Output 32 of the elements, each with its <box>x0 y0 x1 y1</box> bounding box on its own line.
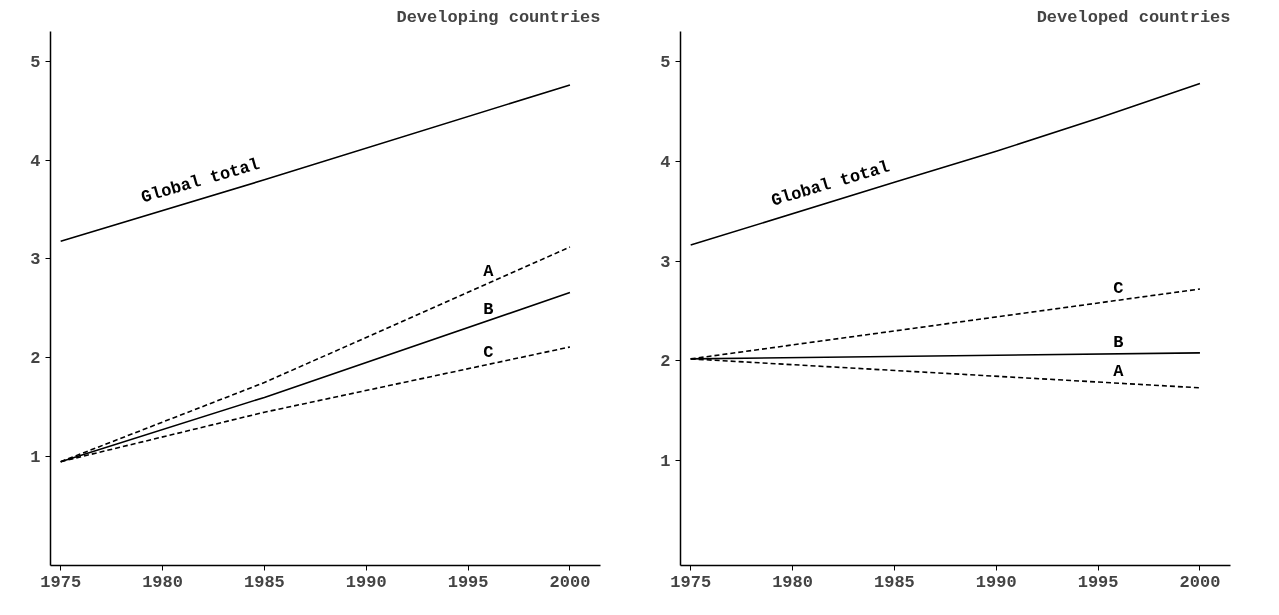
y-tick-label: 4 <box>30 151 41 171</box>
x-tick-label: 1980 <box>772 572 813 592</box>
chart-title: Developing countries <box>396 7 601 27</box>
text: Global total <box>139 154 263 208</box>
y-tick-label: 1 <box>660 452 671 472</box>
x-tick-label: 1990 <box>345 572 387 592</box>
x-tick-label: 1975 <box>670 572 712 592</box>
x-tick-label: 1980 <box>142 572 183 592</box>
y-tick-label: 5 <box>660 52 671 72</box>
x-tick-label: 1995 <box>447 572 489 592</box>
y-tick-label: 1 <box>30 448 41 468</box>
y-tick-label: 2 <box>660 352 671 372</box>
x-tick-label: 1995 <box>1077 572 1119 592</box>
series-label: C <box>1113 279 1124 299</box>
x-tick-label: 1990 <box>975 572 1017 592</box>
y-tick-label: 3 <box>660 252 671 272</box>
series-label: B <box>483 299 494 319</box>
series-label: A <box>1113 362 1125 382</box>
y-tick-label: 2 <box>30 349 41 369</box>
x-tick-label: 1985 <box>873 572 915 592</box>
x-tick-label: 1985 <box>243 572 285 592</box>
text: Global total <box>769 157 892 211</box>
x-tick-label: 1975 <box>40 572 82 592</box>
x-tick-label: 2000 <box>1179 572 1221 592</box>
y-tick-label: 3 <box>30 250 41 270</box>
series-label: A <box>483 262 495 282</box>
y-tick-label: 5 <box>30 52 41 72</box>
x-tick-label: 2000 <box>549 572 591 592</box>
series-label: C <box>483 343 494 363</box>
chart-title: Developed countries <box>1036 7 1231 27</box>
y-tick-label: 4 <box>660 152 671 172</box>
series-label: B <box>1113 332 1124 352</box>
